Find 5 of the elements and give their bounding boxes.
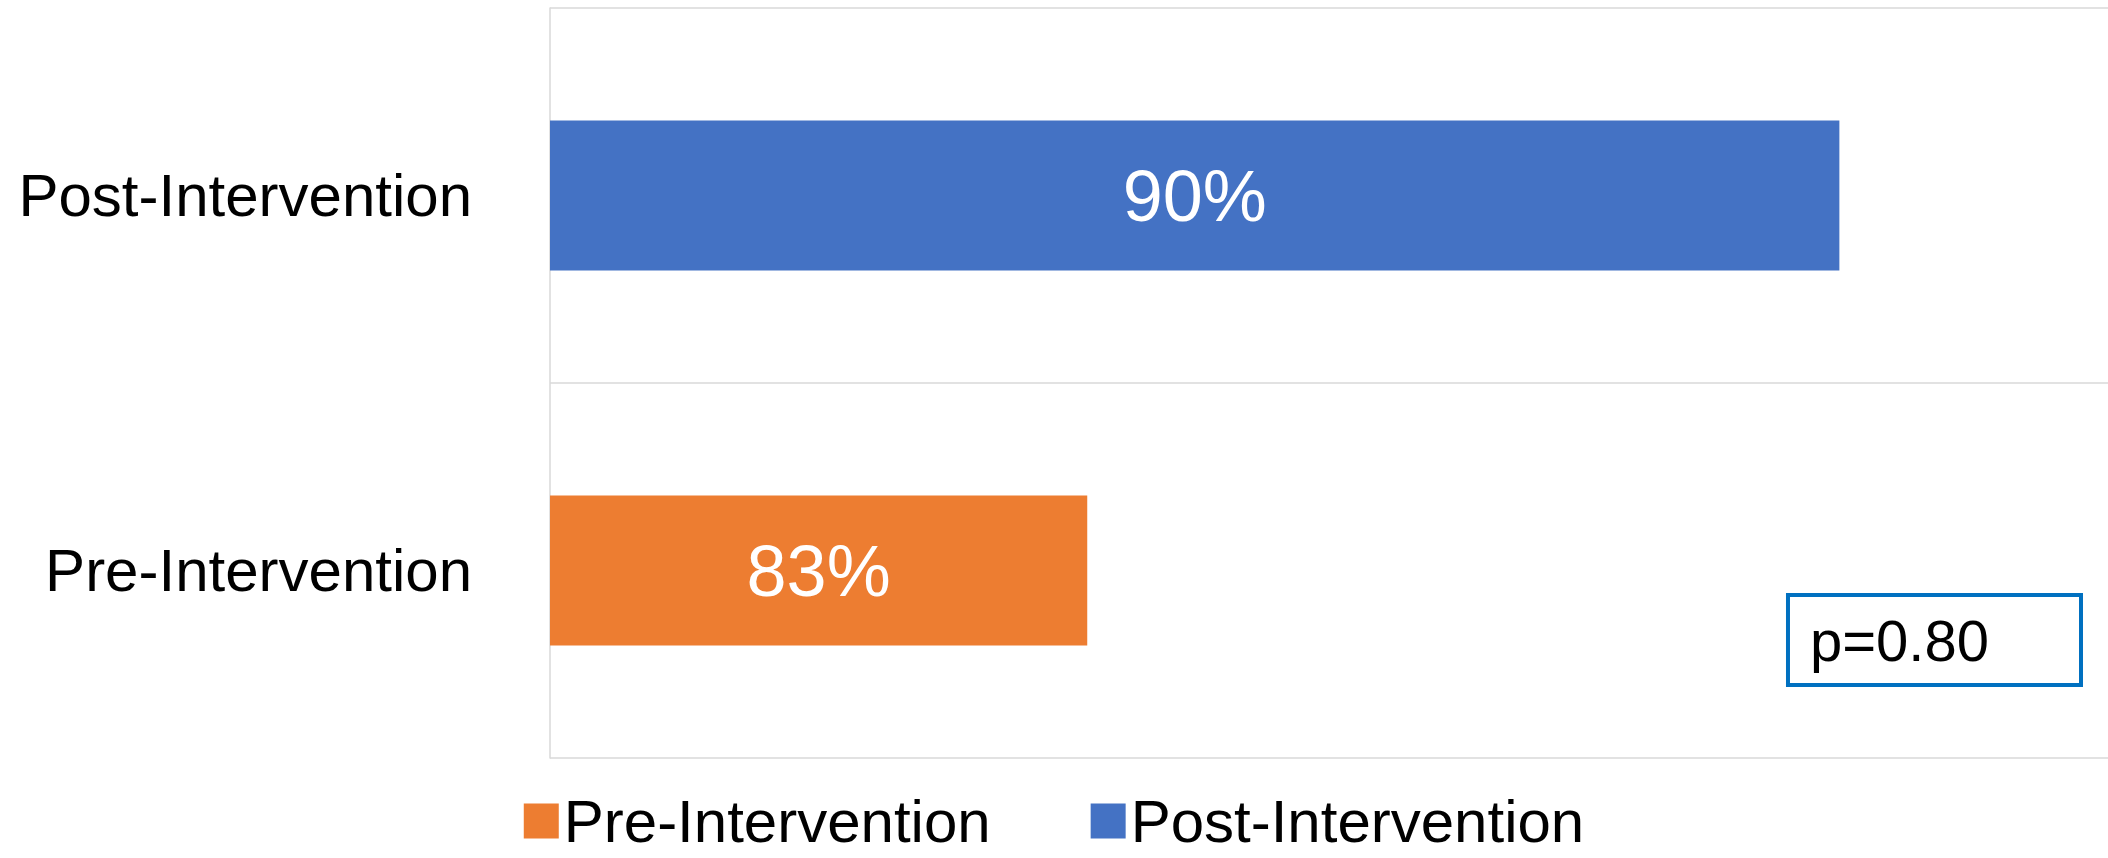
annotation: p=0.80 [1809,607,1989,673]
data-label: 90% [1122,155,1267,236]
data-label: 83% [746,530,891,611]
legend-label: Pre-Intervention [563,787,991,855]
legend-label: Post-Intervention [1130,787,1585,855]
